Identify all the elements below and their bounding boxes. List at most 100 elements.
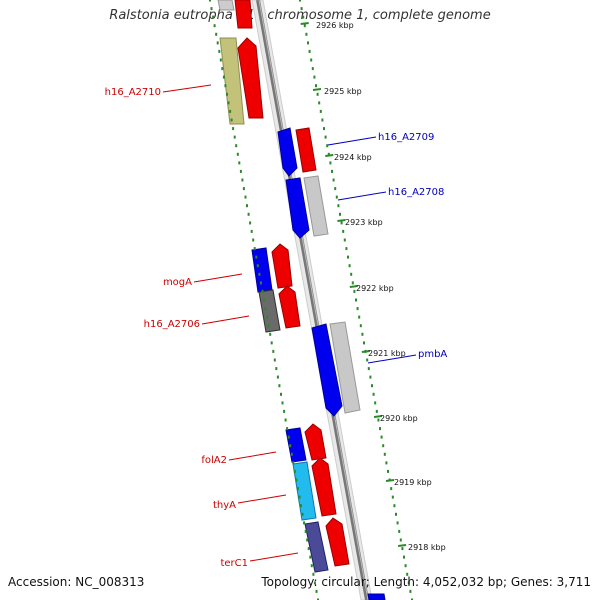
inner-ruler-dot [250, 229, 253, 233]
gene-label-terC1[interactable]: terC1 [220, 558, 248, 569]
gene-feature[interactable] [217, 0, 235, 11]
outer-ruler-dot [337, 204, 340, 208]
outer-ruler-dot [359, 324, 362, 328]
ruler-tick [325, 154, 334, 157]
gene-label-h16_A2709[interactable]: h16_A2709 [378, 132, 434, 143]
gene-feature[interactable] [304, 423, 327, 461]
gene-label-h16_A2710[interactable]: h16_A2710 [105, 87, 161, 98]
inner-ruler-dot [312, 572, 315, 576]
inner-ruler-dot [292, 461, 295, 465]
outer-ruler-dot [307, 41, 309, 45]
outer-ruler-dot [382, 444, 385, 448]
gene-feature[interactable] [237, 37, 264, 119]
gene-feature-h16_A2708[interactable] [285, 177, 310, 239]
gene-feature[interactable] [311, 457, 337, 517]
outer-ruler-dot [398, 529, 401, 533]
inner-ruler-dot [296, 487, 299, 491]
inner-ruler-dot [273, 358, 276, 362]
outer-ruler-dot [404, 564, 407, 568]
gene-feature-h16_A2709[interactable] [277, 127, 298, 177]
inner-ruler-dot [246, 204, 248, 208]
gene-feature[interactable] [329, 321, 361, 414]
inner-ruler-dot [309, 555, 312, 559]
inner-ruler-dot [235, 144, 238, 148]
gene-labels: h16_A2710 h16_A2709 h16_A2708 mogA h16_A… [105, 87, 448, 569]
inner-ruler-dot [210, 7, 213, 11]
position-ticks: 2926 kbp 2925 kbp 2924 kbp 2923 kbp 2922… [316, 21, 446, 552]
outer-ruler-dot [393, 504, 396, 508]
outer-ruler-dot [311, 67, 314, 71]
outer-ruler-dot [353, 289, 356, 293]
outer-ruler-dot [363, 341, 365, 345]
tick-label: 2919 kbp [394, 478, 432, 487]
inner-ruler-dot [275, 367, 278, 371]
gene-label-mogA[interactable]: mogA [163, 277, 192, 288]
outer-ruler-dot [380, 435, 383, 439]
inner-ruler-dot [247, 212, 250, 216]
inner-ruler-dot [269, 332, 272, 336]
outer-ruler-dot [345, 247, 348, 251]
gene-feature-pmbA[interactable] [311, 323, 343, 417]
gene-label-thyA[interactable]: thyA [213, 500, 236, 511]
gene-label-pmbA[interactable]: pmbA [418, 349, 447, 360]
gene-feature-mogA[interactable] [251, 247, 273, 293]
gene-feature-thyA[interactable] [292, 461, 317, 521]
inner-ruler-dot [258, 272, 261, 276]
gene-feature-folA2[interactable] [285, 427, 307, 463]
inner-ruler-dot [284, 418, 287, 422]
inner-ruler-dot [317, 598, 319, 600]
ruler-tick [361, 350, 371, 353]
outer-ruler-dot [403, 555, 405, 559]
gene-label-h16_A2708[interactable]: h16_A2708 [388, 187, 444, 198]
inner-ruler-dot [238, 161, 241, 165]
outer-ruler-dot [356, 307, 359, 311]
gene-feature[interactable] [271, 243, 293, 289]
ruler-tick [337, 219, 346, 222]
outer-ruler-dot [321, 118, 324, 122]
inner-ruler-dot [281, 401, 284, 405]
inner-ruler-dot [304, 529, 307, 533]
outer-ruler-dot [379, 427, 381, 431]
inner-ruler-dot [249, 221, 252, 225]
gene-label-folA2[interactable]: folA2 [201, 455, 227, 466]
inner-ruler-dot [276, 375, 279, 379]
inner-ruler-dot [227, 101, 230, 105]
outer-ruler-dot [343, 238, 346, 242]
inner-ruler-dot [232, 127, 235, 131]
outer-ruler-dot [303, 24, 306, 28]
inner-ruler-dot [212, 15, 215, 19]
tick-label: 2926 kbp [316, 21, 354, 30]
inner-ruler-dot [266, 315, 269, 319]
gene-feature[interactable] [278, 285, 301, 329]
outer-ruler-dot [335, 195, 338, 199]
outer-ruler-dot [329, 161, 332, 165]
outer-ruler-dot [371, 384, 373, 388]
tick-label: 2922 kbp [356, 284, 394, 293]
outer-ruler-dot [358, 315, 361, 319]
inner-ruler-dot [303, 521, 306, 525]
inner-ruler-dot [224, 84, 227, 88]
tick-label: 2921 kbp [368, 349, 406, 358]
inner-ruler-dot [239, 169, 242, 173]
gene-label-h16_A2706[interactable]: h16_A2706 [144, 319, 200, 330]
inner-ruler-dot [226, 92, 228, 96]
gene-feature[interactable] [234, 0, 253, 29]
inner-ruler-dot [307, 547, 310, 551]
outer-ruler-dot [374, 401, 377, 405]
outer-ruler-dot [350, 272, 353, 276]
inner-ruler-dot [230, 118, 233, 122]
outer-ruler-dot [385, 461, 388, 465]
outer-ruler-dot [351, 281, 354, 285]
outer-ruler-dot [327, 152, 330, 156]
gene-feature[interactable] [295, 127, 317, 173]
outer-ruler-dot [366, 358, 369, 362]
gene-feature[interactable] [303, 175, 329, 237]
outer-ruler-dot [411, 598, 413, 600]
gene-feature-terC1[interactable] [304, 521, 329, 573]
outer-ruler-dot [395, 512, 397, 516]
inner-ruler-dot [259, 281, 262, 285]
gene-feature[interactable] [367, 593, 386, 600]
inner-ruler-dot [242, 187, 245, 191]
gene-feature[interactable] [325, 517, 350, 567]
inner-ruler-dot [300, 504, 302, 508]
